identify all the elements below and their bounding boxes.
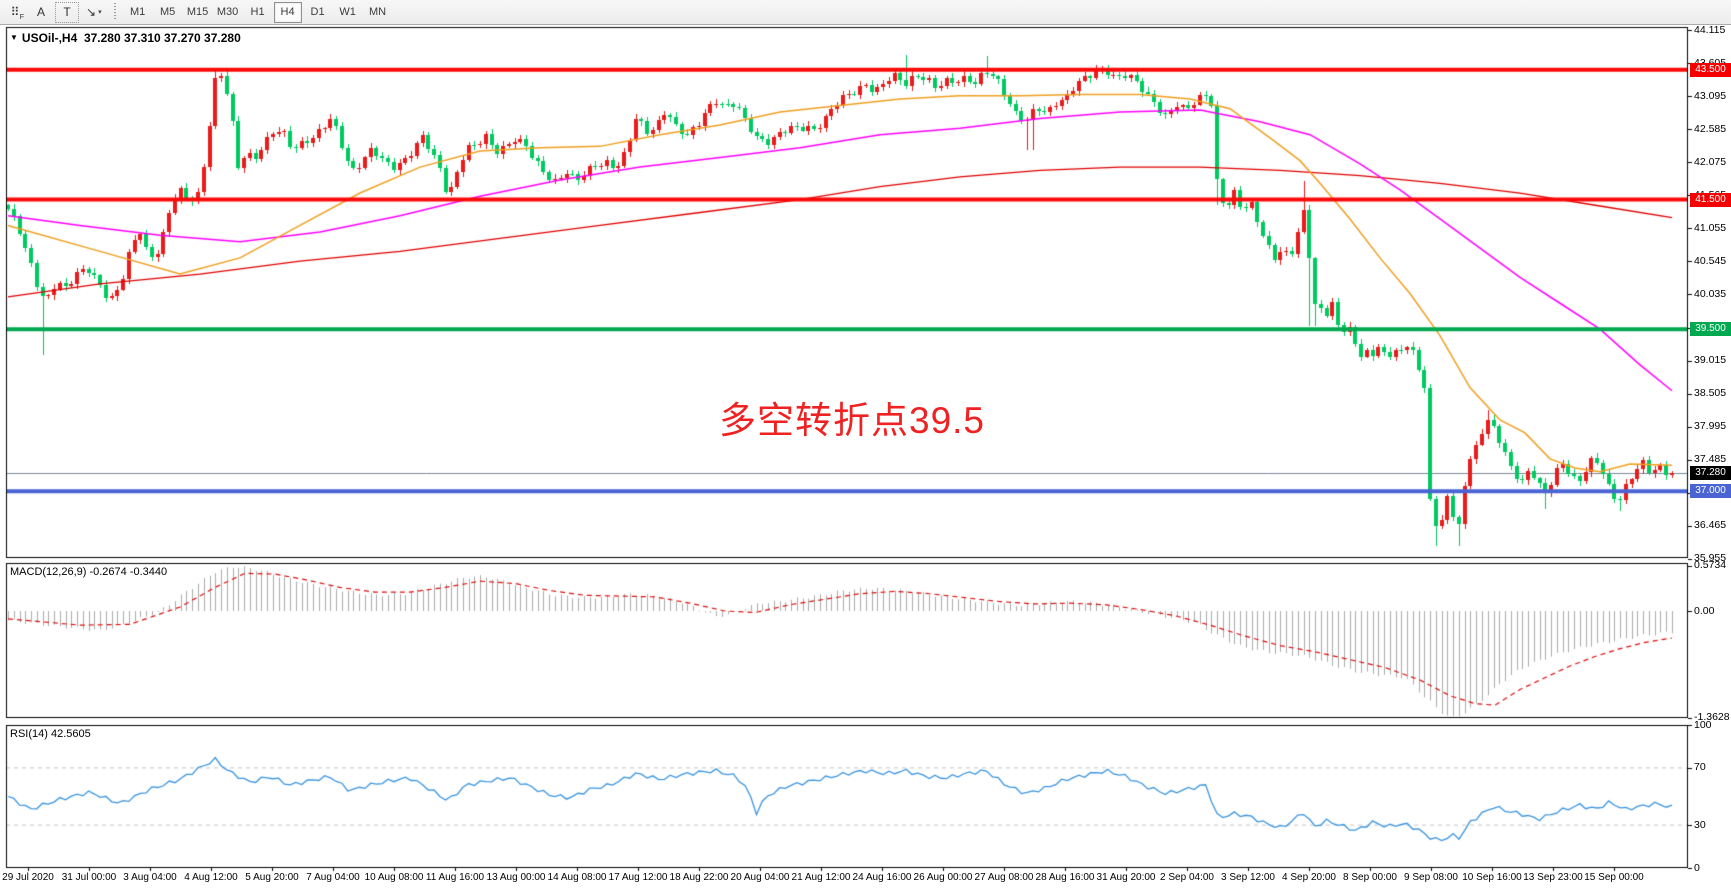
x-axis-label: 17 Aug 12:00 [608,872,668,883]
x-axis-label: 21 Aug 12:00 [791,872,851,883]
y-axis-label: 37.485 [1694,453,1727,466]
x-axis-label: 5 Aug 20:00 [245,872,299,883]
x-axis-label: 28 Aug 16:00 [1035,872,1095,883]
chart-dropdown-icon[interactable]: ▼ [10,33,18,42]
x-axis-label: 10 Sep 16:00 [1462,872,1522,883]
y-axis-label: 36.465 [1694,519,1727,532]
rsi-axis-label: 30 [1694,818,1706,831]
x-axis-label: 10 Aug 08:00 [364,872,424,883]
rsi-indicator-label: RSI(14) 42.5605 [10,728,91,740]
x-axis-label: 31 Jul 00:00 [61,872,117,883]
macd-axis-label: 0.00 [1694,604,1715,617]
x-axis-label: 8 Sep 00:00 [1343,872,1397,883]
x-axis-label: 31 Aug 20:00 [1096,872,1156,883]
symbol-period-label: USOil-,H4 [21,31,78,45]
chart-header: ▼ USOil-,H4 37.280 37.310 37.270 37.280 [10,31,241,45]
x-axis-label: 11 Aug 16:00 [425,872,485,883]
y-axis-label: 43.095 [1694,89,1727,102]
y-axis-label: 41.055 [1694,221,1727,234]
x-axis-label: 13 Aug 00:00 [486,872,546,883]
x-axis-label: 20 Aug 04:00 [730,872,790,883]
rsi-axis-label: 100 [1694,718,1712,731]
macd-axis-label: -1.3628 [1694,711,1730,724]
macd-panel[interactable] [6,563,1688,718]
y-axis-label: 42.585 [1694,122,1727,135]
macd-indicator-label: MACD(12,26,9) -0.2674 -0.3440 [10,566,168,578]
rsi-axis-label: 0 [1694,861,1700,874]
price-tag: 37.000 [1690,484,1731,499]
x-axis-label: 15 Sep 00:00 [1584,872,1644,883]
y-axis-label: 38.505 [1694,387,1727,400]
y-axis-label: 39.015 [1694,354,1727,367]
y-axis-label: 40.035 [1694,287,1727,300]
x-axis-label: 4 Sep 20:00 [1282,872,1336,883]
price-tag: 39.500 [1690,322,1731,337]
rsi-panel[interactable] [6,725,1688,868]
main-chart-panel[interactable] [6,27,1688,558]
x-axis-label: 26 Aug 00:00 [913,872,973,883]
x-axis-label: 27 Aug 08:00 [974,872,1034,883]
x-axis-label: 9 Sep 08:00 [1404,872,1458,883]
x-axis-label: 3 Aug 04:00 [123,872,177,883]
x-axis-label: 7 Aug 04:00 [306,872,360,883]
x-axis-label: 2 Sep 04:00 [1160,872,1214,883]
rsi-axis-label: 70 [1694,761,1706,774]
macd-axis-label: 0.5734 [1694,559,1727,572]
price-tag: 41.500 [1690,192,1731,207]
price-tag: 43.500 [1690,62,1731,77]
y-axis-label: 37.995 [1694,420,1727,433]
price-tag: 37.280 [1690,466,1731,481]
annotation-text: 多空转折点39.5 [719,400,986,441]
x-axis-label: 3 Sep 12:00 [1221,872,1275,883]
x-axis-label: 13 Sep 23:00 [1523,872,1583,883]
x-axis-label: 4 Aug 12:00 [184,872,238,883]
ohlc-values: 37.280 37.310 37.270 37.280 [83,31,241,45]
y-axis-label: 44.115 [1694,23,1726,36]
x-axis-label: 29 Jul 2020 [2,872,54,883]
y-axis-label: 40.545 [1694,254,1727,267]
x-axis-label: 24 Aug 16:00 [852,872,912,883]
x-axis-label: 18 Aug 22:00 [669,872,729,883]
x-axis-label: 14 Aug 08:00 [547,872,607,883]
y-axis-label: 35.955 [1694,552,1727,565]
y-axis-label: 42.075 [1694,155,1727,168]
